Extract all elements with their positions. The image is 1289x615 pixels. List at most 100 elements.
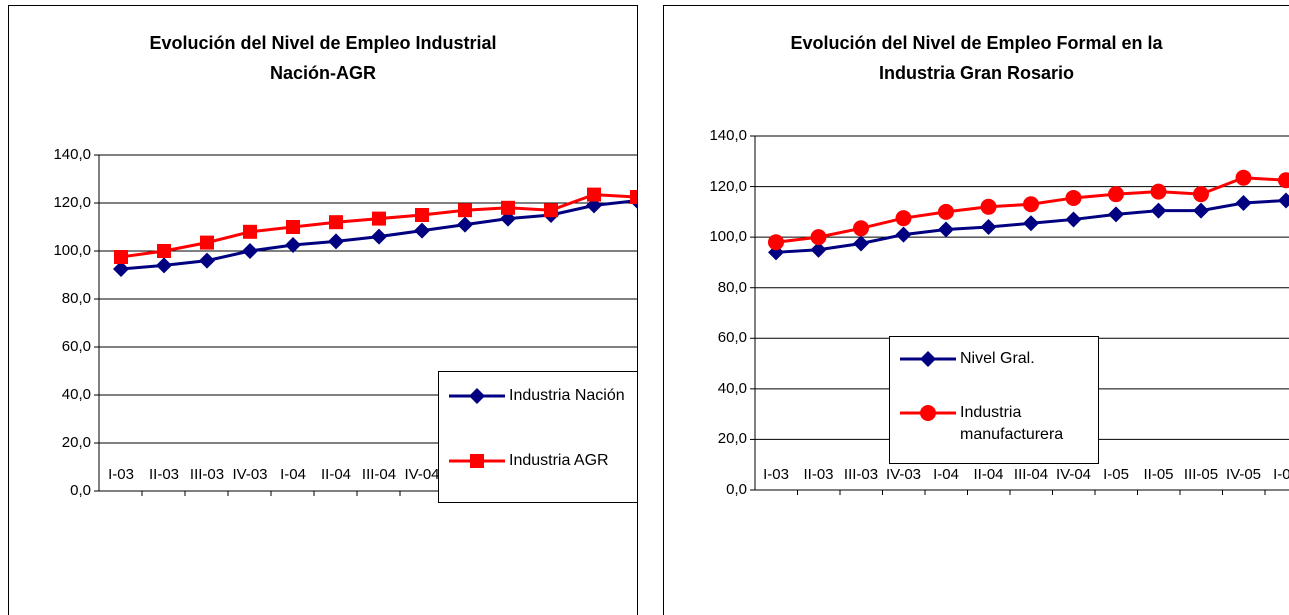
legend: Nivel Gral. Industria manufacturera	[889, 336, 1099, 464]
marker	[810, 229, 827, 246]
marker	[469, 388, 485, 404]
chart	[94, 154, 637, 496]
y-tick-label: 100,0	[53, 242, 91, 259]
marker	[1235, 195, 1252, 212]
x-tick-label: II-04	[320, 466, 351, 483]
marker	[200, 235, 214, 250]
marker	[980, 198, 997, 215]
y-tick-label: 140,0	[53, 146, 91, 163]
marker	[853, 220, 869, 237]
y-tick-label: 60,0	[717, 329, 747, 347]
y-tick-label: 80,0	[61, 290, 91, 307]
marker	[470, 454, 484, 468]
chart-title: Evolución del Nivel de Empleo Industrial	[149, 33, 497, 53]
x-tick-label: IV-03	[885, 466, 922, 483]
marker	[938, 203, 954, 220]
marker	[157, 244, 171, 258]
marker	[1065, 211, 1082, 228]
x-tick-label: II-05	[1143, 466, 1174, 483]
marker	[285, 237, 301, 253]
chart-panel: Evolución del Nivel de Empleo Formal en …	[663, 5, 1289, 615]
y-tick-label: 20,0	[717, 430, 747, 448]
marker	[1193, 186, 1209, 203]
x-tick-label: IV-04	[1055, 466, 1092, 483]
marker	[415, 208, 429, 222]
legend-swatch	[900, 351, 956, 367]
marker	[1023, 215, 1039, 232]
marker	[286, 220, 300, 234]
y-tick-label: 100,0	[709, 228, 747, 246]
marker	[372, 211, 386, 226]
chart-panel: Evolución del Nivel de Empleo Industrial…	[8, 5, 638, 615]
y-tick-label: 60,0	[61, 338, 91, 355]
x-tick-label: I-06	[1273, 466, 1289, 483]
marker	[853, 235, 869, 252]
y-tick-label: 120,0	[53, 194, 91, 211]
marker	[1235, 169, 1252, 186]
x-tick-label: II-03	[148, 466, 179, 483]
chart-title: Industria Gran Rosario	[878, 63, 1075, 83]
marker	[242, 243, 258, 259]
x-tick-label: II-03	[803, 466, 834, 483]
y-tick-label: 20,0	[61, 434, 91, 451]
marker	[938, 221, 954, 238]
marker	[371, 228, 387, 245]
marker	[1108, 206, 1124, 223]
marker	[895, 226, 912, 243]
x-tick-label: IV-03	[232, 466, 268, 483]
marker	[458, 203, 472, 218]
x-tick-label: IV-04	[404, 466, 440, 483]
y-tick-label: 80,0	[717, 278, 747, 296]
marker	[630, 190, 637, 204]
legend-swatch	[449, 388, 505, 404]
legend-label: Industria manufacturera	[960, 404, 1064, 443]
marker	[156, 257, 172, 274]
chart-title: Nación-AGR	[269, 63, 376, 83]
marker	[1065, 189, 1082, 206]
marker	[114, 250, 128, 264]
x-tick-label: III-05	[1183, 466, 1219, 483]
x-tick-label: III-03	[189, 466, 225, 483]
chart	[750, 135, 1289, 495]
marker	[328, 233, 344, 250]
marker	[895, 210, 912, 227]
marker	[1278, 192, 1289, 209]
marker	[414, 222, 430, 239]
marker	[1193, 202, 1209, 219]
legend-label: Industria Nación	[509, 387, 625, 404]
marker	[501, 200, 515, 215]
marker	[920, 405, 936, 421]
marker	[1150, 202, 1167, 219]
legend-swatch	[449, 454, 505, 468]
marker	[920, 351, 936, 367]
marker	[980, 219, 997, 236]
x-tick-label: I-03	[108, 466, 134, 483]
marker	[587, 187, 601, 202]
legend: Industria Nación Industria AGR	[438, 371, 637, 503]
y-tick-label: 0,0	[726, 481, 747, 498]
y-tick-label: 0,0	[70, 482, 91, 499]
marker	[1150, 183, 1167, 200]
marker	[1278, 172, 1289, 189]
x-tick-label: III-04	[1013, 466, 1049, 483]
legend-swatch	[900, 405, 956, 421]
x-tick-label: I-04	[933, 466, 959, 483]
x-tick-label: I-05	[1103, 466, 1129, 483]
marker	[810, 241, 827, 258]
y-tick-label: 40,0	[61, 386, 91, 403]
marker	[1023, 196, 1039, 213]
chart-title: Evolución del Nivel de Empleo Formal en …	[790, 33, 1163, 53]
marker	[544, 203, 558, 218]
y-tick-label: 120,0	[709, 177, 747, 195]
x-tick-label: III-03	[843, 466, 879, 483]
x-tick-label: II-04	[973, 466, 1004, 483]
marker	[243, 224, 257, 239]
x-tick-label: III-04	[361, 466, 397, 483]
marker	[768, 234, 784, 251]
legend-label: Industria AGR	[509, 452, 609, 469]
legend-label: Nivel Gral.	[960, 350, 1035, 367]
x-tick-label: I-04	[280, 466, 306, 483]
marker	[457, 216, 473, 233]
marker	[199, 252, 215, 269]
